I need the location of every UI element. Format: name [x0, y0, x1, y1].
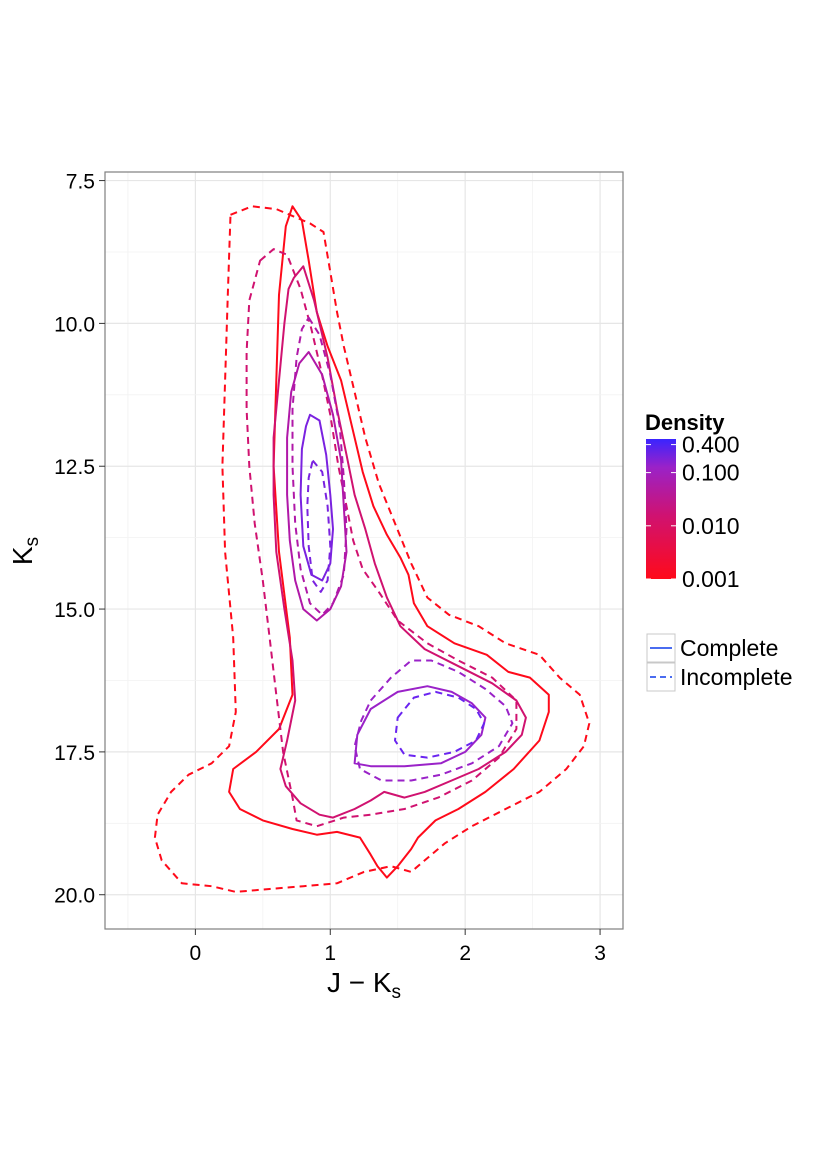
contour-incomplete-0_001	[153, 205, 591, 893]
grid-lines	[105, 172, 623, 929]
contour-complete-0_1	[286, 351, 348, 622]
x-axis-title-main: J − K	[327, 967, 392, 998]
y-tick-label: 20.0	[54, 885, 95, 908]
y-axis-title-sub: s	[22, 537, 43, 547]
density-tick-label: 0.010	[682, 513, 740, 539]
contour-complete-0_4	[299, 413, 334, 582]
plot-border	[104, 171, 624, 930]
linetype-legend: Complete Incomplete	[646, 633, 793, 692]
contour-incomplete-0_1	[353, 659, 514, 782]
x-axis-title: J − Ks	[327, 967, 401, 1003]
density-tick-label: 0.400	[682, 432, 740, 458]
x-tick-label: 0	[190, 942, 202, 965]
axis-ticks: 0 1 2 3 7.5 10.0 12.5 15.0 17.5 20.0	[54, 171, 606, 965]
x-axis-title-sub: s	[392, 982, 402, 1003]
y-tick-label: 7.5	[66, 171, 95, 194]
y-axis-title-main: K	[7, 546, 38, 565]
x-tick-label: 2	[459, 942, 471, 965]
y-axis-title: Ks	[7, 537, 43, 565]
contour-complete-0_001	[228, 205, 550, 879]
contour-complete-0_1	[353, 685, 487, 768]
y-tick-label: 17.5	[54, 742, 95, 765]
x-tick-label: 3	[594, 942, 606, 965]
contour-incomplete-0_4	[394, 690, 486, 759]
y-tick-label: 10.0	[54, 313, 95, 336]
density-tick-label: 0.001	[682, 566, 740, 592]
y-tick-label: 15.0	[54, 599, 95, 622]
density-legend-title: Density	[645, 410, 725, 435]
contour-complete-0_01	[272, 265, 527, 819]
contour-incomplete-0_01	[245, 248, 518, 828]
legend-label-incomplete: Incomplete	[680, 664, 793, 690]
contour-incomplete-0_1	[291, 316, 348, 616]
y-tick-label: 12.5	[54, 456, 95, 479]
legend-label-complete: Complete	[680, 635, 778, 661]
density-colorbar	[646, 439, 676, 579]
density-tick-label: 0.100	[682, 460, 740, 486]
contour-incomplete-0_4	[306, 459, 332, 593]
x-tick-label: 1	[324, 942, 336, 965]
contour-lines	[153, 205, 591, 893]
plot-panel	[105, 172, 623, 929]
